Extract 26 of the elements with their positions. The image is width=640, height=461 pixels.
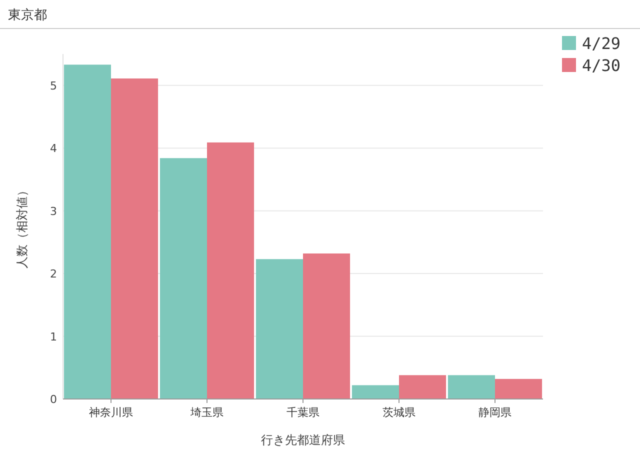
bar	[352, 385, 399, 399]
x-tick-label: 千葉県	[286, 406, 320, 419]
x-axis-title: 行き先都道府県	[261, 433, 345, 447]
bar	[448, 375, 495, 399]
bar	[111, 78, 158, 399]
bar	[399, 375, 446, 399]
y-tick-label: 3	[50, 204, 57, 218]
bar	[64, 64, 111, 399]
y-tick-label: 4	[50, 142, 57, 156]
x-tick-label: 神奈川県	[89, 406, 133, 419]
x-tick-label: 茨城県	[382, 406, 416, 419]
y-axis-title: 人数（相対値）	[15, 184, 29, 268]
x-tick-label: 静岡県	[478, 406, 512, 419]
chart-title: 東京都	[8, 8, 47, 23]
legend-label: 4/29	[582, 34, 621, 53]
y-tick-label: 5	[50, 79, 57, 92]
legend-label: 4/30	[582, 56, 621, 75]
bar	[256, 259, 303, 399]
y-tick-label: 1	[50, 330, 57, 344]
y-tick-label: 2	[50, 268, 57, 281]
bar	[303, 253, 350, 399]
bar	[207, 142, 254, 399]
x-tick-label: 埼玉県	[190, 406, 224, 419]
bar	[495, 378, 542, 399]
y-tick-label: 0	[50, 393, 57, 406]
bar	[160, 158, 207, 399]
